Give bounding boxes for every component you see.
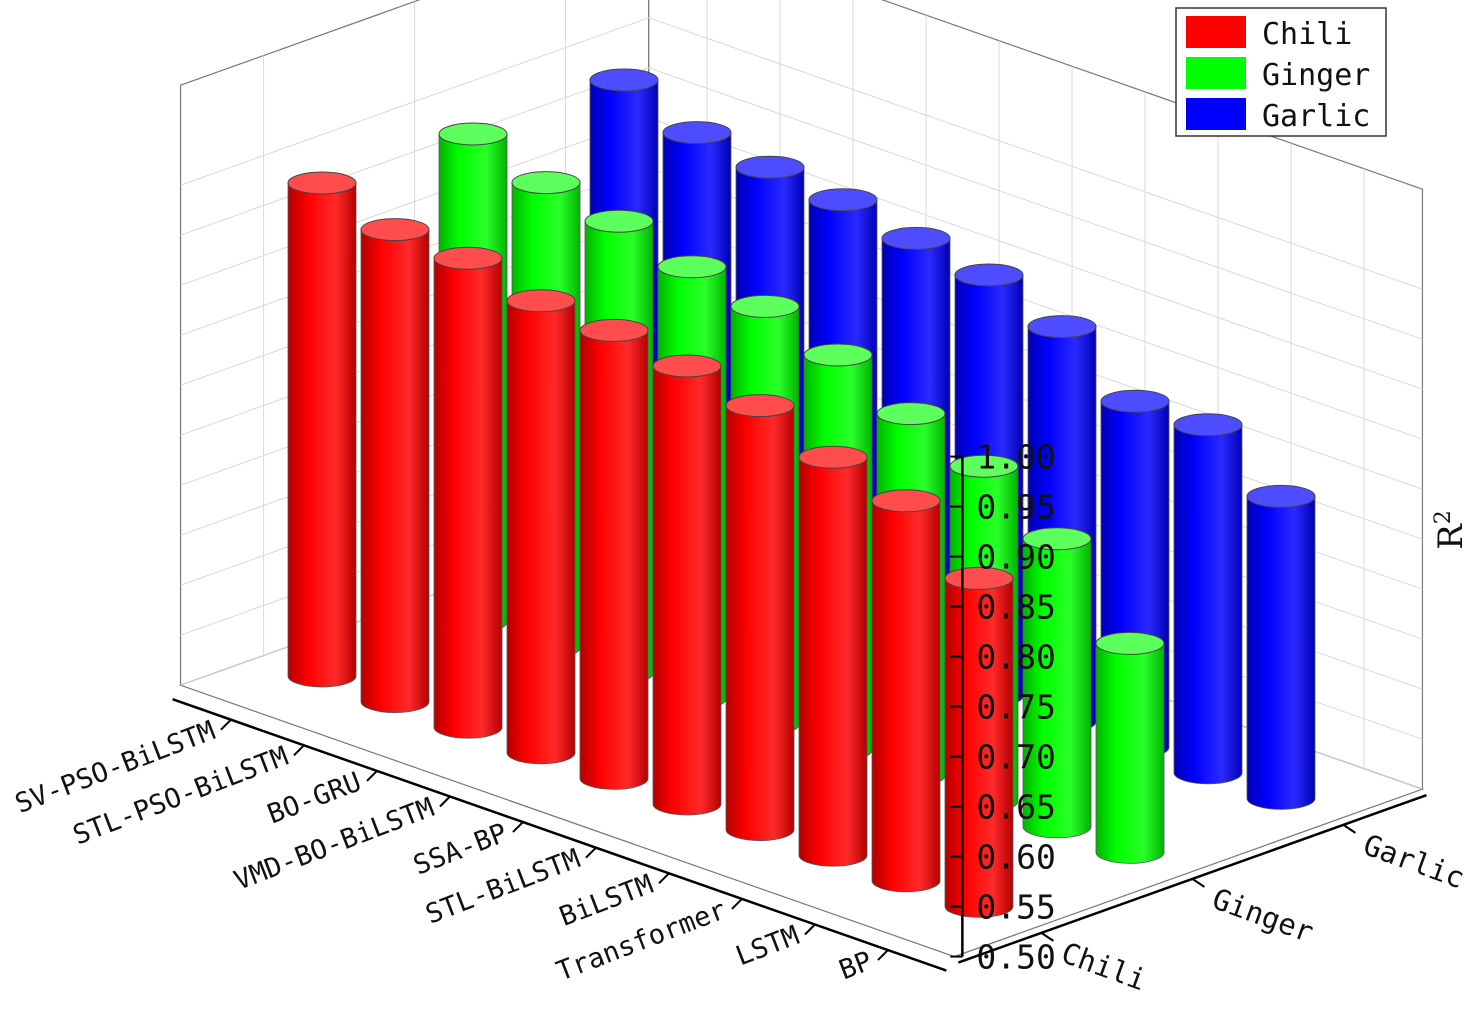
z-tick-label: 0.65	[976, 788, 1055, 827]
z-tick-label: 0.75	[976, 688, 1055, 727]
bar-garlic-sv-pso-bilstm-top	[589, 68, 659, 92]
z-axis-title: R2	[1431, 510, 1471, 550]
z-tick-label: 0.90	[976, 538, 1055, 577]
z-tick-label: 0.55	[976, 888, 1055, 927]
bar-chili-stl-pso-bilstm	[360, 218, 430, 713]
y-tick	[1191, 878, 1205, 888]
z-tick-label: 0.85	[976, 588, 1055, 627]
bar-ginger-bp	[1095, 631, 1165, 864]
bar-ginger-vmd-bo-bilstm-top	[657, 255, 727, 279]
bar-ginger-bp-top	[1095, 631, 1165, 655]
y-tick-label-ginger: Ginger	[1208, 882, 1318, 950]
x-tick-label-lstm: LSTM	[732, 920, 804, 972]
x-tick	[293, 744, 305, 757]
x-tick	[366, 770, 378, 782]
bar-garlic-stl-bilstm-top	[954, 263, 1024, 287]
legend-swatch-garlic	[1186, 98, 1246, 130]
bar-garlic-transformer-top	[1100, 389, 1170, 413]
z-tick-label: 0.70	[976, 738, 1055, 777]
bar-chili-bilstm	[725, 394, 795, 841]
bar-ginger-stl-pso-bilstm-top	[511, 171, 581, 195]
x-tick	[658, 872, 670, 885]
bar-chili-sv-pso-bilstm	[287, 171, 357, 688]
bar-chili-vmd-bo-bilstm-top	[506, 289, 576, 313]
bar-chili-stl-pso-bilstm-body	[360, 229, 430, 713]
z-tick-label: 0.60	[976, 838, 1055, 877]
x-tick	[804, 923, 816, 936]
x-tick	[512, 821, 524, 833]
bar-garlic-bp-top	[1246, 484, 1316, 508]
bar-ginger-transformer-top	[949, 454, 1019, 478]
z-tick-label: 0.95	[976, 488, 1055, 527]
legend-swatch-chili	[1186, 16, 1246, 48]
bar-garlic-bp-body	[1246, 496, 1316, 810]
bar-chili-stl-bilstm-top	[652, 354, 722, 378]
legend-swatch-ginger	[1186, 57, 1246, 89]
z-tick-label: 0.80	[976, 638, 1055, 677]
bar-ginger-bilstm-top	[876, 402, 946, 426]
bar-chili-transformer-body	[798, 456, 868, 867]
y-tick-label-chili: Chili	[1057, 936, 1151, 998]
legend-entry-ginger: Ginger	[1262, 58, 1370, 93]
y-tick	[1342, 824, 1356, 834]
bar-garlic-bo-gru-top	[735, 155, 805, 179]
grid-line-z	[180, 17, 1423, 290]
x-axis-line	[172, 698, 947, 972]
x-tick-label-vmd-bo-bilstm: VMD-BO-BiLSTM	[230, 792, 438, 897]
bar-chili-vmd-bo-bilstm-body	[506, 300, 576, 765]
bar-chili-ssa-bp-body	[579, 330, 649, 790]
bar-chili-sv-pso-bilstm-top	[287, 171, 357, 195]
bar-chili-lstm	[871, 489, 941, 893]
x-tick	[220, 718, 232, 731]
bar-chili-bilstm-body	[725, 405, 795, 841]
bar-ginger-lstm-body	[1022, 538, 1092, 839]
bar-chili-lstm-top	[871, 489, 941, 513]
bar-chili-bo-gru	[433, 246, 503, 739]
legend-entry-chili: Chili	[1262, 17, 1352, 52]
bar-chili-bilstm-top	[725, 394, 795, 418]
bar-ginger-stl-bilstm-top	[803, 343, 873, 367]
bar-ginger-bp-body	[1095, 643, 1165, 864]
x-tick-label-bp: BP	[835, 946, 876, 987]
bar-chili-sv-pso-bilstm-body	[287, 182, 357, 688]
bar-chili-stl-bilstm	[652, 354, 722, 816]
bar-garlic-ssa-bp-top	[881, 226, 951, 250]
bar-garlic-bilstm-top	[1027, 315, 1097, 339]
bar-garlic-lstm	[1173, 413, 1243, 785]
bar-ginger-sv-pso-bilstm-top	[438, 122, 508, 146]
bar-chili-stl-pso-bilstm-top	[360, 218, 430, 242]
bar-garlic-lstm-top	[1173, 413, 1243, 437]
bar-garlic-vmd-bo-bilstm-top	[808, 188, 878, 212]
bar-chili-ssa-bp	[579, 318, 649, 790]
z-tick-label: 0.50	[976, 938, 1055, 977]
bar-garlic-stl-pso-bilstm-top	[662, 121, 732, 145]
legend: Chili Ginger Garlic	[1175, 7, 1387, 137]
bar-chili-transformer	[798, 445, 868, 867]
bar-chili-lstm-body	[871, 500, 941, 893]
bar-chili-bo-gru-top	[433, 246, 503, 270]
y-axis-line	[957, 794, 1427, 964]
x-tick	[439, 795, 451, 808]
x-tick	[877, 949, 889, 961]
bar-ginger-lstm	[1022, 527, 1092, 839]
bar-chili-transformer-top	[798, 445, 868, 469]
bar-chili-ssa-bp-top	[579, 318, 649, 342]
y-tick-label-garlic: Garlic	[1359, 828, 1469, 896]
bar-chili-bo-gru-body	[433, 257, 503, 739]
bar-garlic-lstm-body	[1173, 424, 1243, 785]
bar-garlic-bp	[1246, 484, 1316, 810]
z-axis-title-superscript: 2	[1431, 510, 1456, 524]
chart-bars	[287, 68, 1316, 918]
bar-ginger-bo-gru-top	[584, 209, 654, 233]
bar-ginger-lstm-top	[1022, 527, 1092, 551]
x-tick	[731, 898, 743, 910]
bar-ginger-ssa-bp-top	[730, 294, 800, 318]
legend-entry-garlic: Garlic	[1262, 99, 1370, 134]
z-tick-label: 1.00	[976, 438, 1055, 477]
bar-chili-stl-bilstm-body	[652, 365, 722, 816]
x-tick	[585, 846, 597, 859]
y-tick	[1040, 932, 1054, 942]
bar-chili-vmd-bo-bilstm	[506, 289, 576, 765]
